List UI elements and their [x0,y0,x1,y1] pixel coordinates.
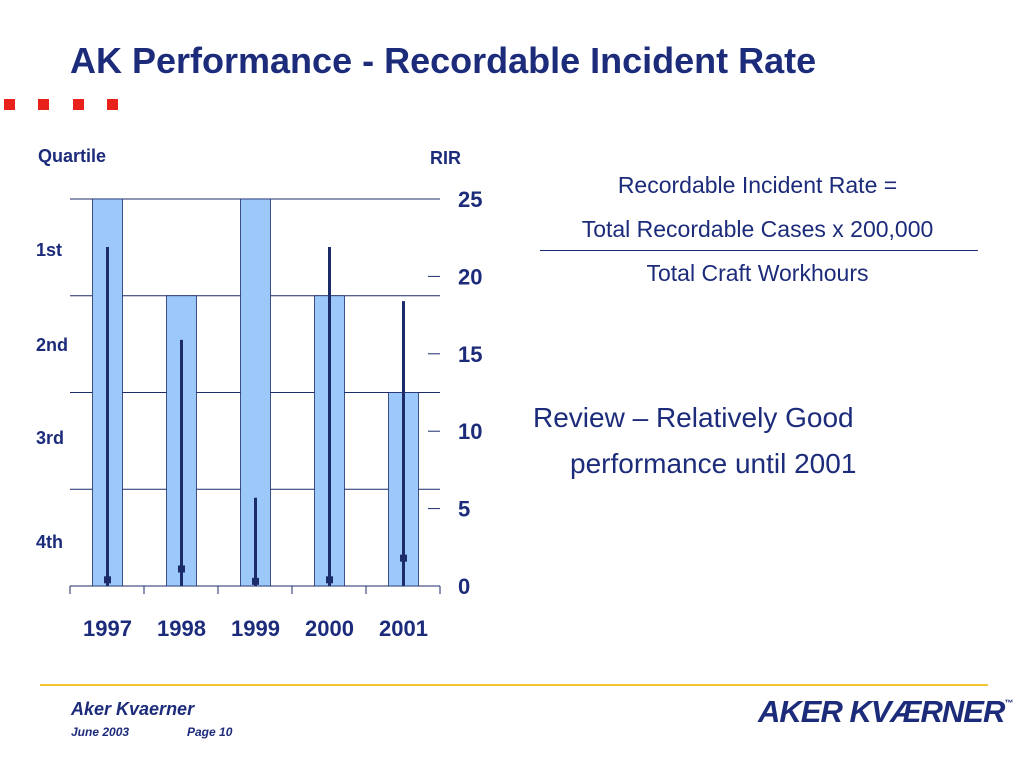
formula-divider [540,250,978,251]
slide-title: AK Performance - Recordable Incident Rat… [70,40,817,81]
footer-date: June 2003 [71,725,130,739]
rir-axis-title: RIR [430,148,461,168]
rir-tick-label: 15 [458,342,482,367]
logo-trademark: ™ [1004,698,1013,708]
accent-dot [4,99,15,110]
rir-tick-label: 0 [458,574,470,599]
accent-dot [107,99,118,110]
rir-point-marker [326,576,333,584]
quartile-axis-title: Quartile [38,146,107,166]
rir-tick-label: 5 [458,497,470,522]
formula-label: Recordable Incident Rate = [617,172,898,198]
formula-numerator: Total Recordable Cases x 200,000 [581,216,934,242]
rir-tick-label: 10 [458,419,482,444]
rir-point-marker [178,565,185,573]
formula-denominator: Total Craft Workhours [646,260,869,286]
rir-point-marker [252,577,259,585]
footer-company: Aker Kvaerner [71,699,195,719]
footer-page-number: Page 10 [187,725,233,739]
year-label: 2000 [305,616,354,641]
year-label: 2001 [379,616,428,641]
quartile-label-4th: 4th [36,532,63,552]
footer-rule [40,684,988,686]
review-line-1: Review – Relatively Good [533,402,854,433]
accent-dot [73,99,84,110]
rir-point-marker [400,554,407,562]
rir-tick-label: 20 [458,264,482,289]
review-note: Review – Relatively Good performance unt… [533,395,856,487]
quartile-label-2nd: 2nd [36,335,69,355]
aker-kvaerner-logo: AKER KVÆRNER™ [758,694,1013,730]
rir-tick-label: 25 [458,187,482,212]
year-label: 1998 [157,616,206,641]
quartile-label-3rd: 3rd [36,428,65,448]
rir-point-marker [104,576,111,584]
quartile-label-1st: 1st [36,240,63,260]
accent-dot [38,99,49,110]
review-line-2: performance until 2001 [570,448,857,479]
year-label: 1997 [83,616,132,641]
year-label: 1999 [231,616,280,641]
logo-text: AKER KVÆRNER [758,694,1005,729]
